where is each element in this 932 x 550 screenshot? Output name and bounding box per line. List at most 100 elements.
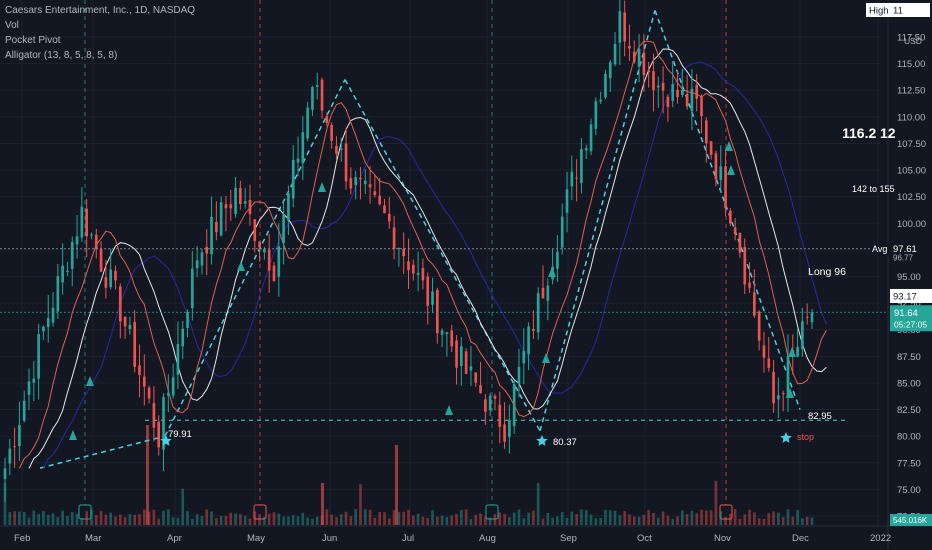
candle[interactable] [469,366,473,371]
candle[interactable] [296,158,300,163]
candle[interactable] [142,376,146,387]
candle[interactable] [42,326,45,332]
candle[interactable] [536,293,540,333]
candle[interactable] [498,404,502,427]
candle[interactable] [248,200,252,215]
legend-pocket-pivot[interactable]: Pocket Pivot [5,35,61,46]
candle[interactable] [560,216,564,248]
candle[interactable] [243,201,247,204]
candle[interactable] [613,43,617,65]
candle[interactable] [99,248,103,272]
candle[interactable] [171,377,175,396]
candle[interactable] [277,246,281,277]
candle[interactable] [320,79,324,111]
candle[interactable] [757,311,761,341]
candle[interactable] [503,424,506,442]
candle[interactable] [426,276,430,306]
candle[interactable] [133,321,137,367]
candle[interactable] [599,99,602,102]
candle[interactable] [589,124,593,152]
candle[interactable] [652,71,655,91]
legend-alligator[interactable]: Alligator (13, 8, 5, 8, 5, 8) [5,50,118,61]
candle[interactable] [772,371,775,404]
candle[interactable] [195,260,199,269]
candle[interactable] [762,345,766,358]
candle[interactable] [138,365,141,376]
candle[interactable] [479,385,482,394]
legend-volume[interactable]: Vol [5,20,19,31]
candle[interactable] [330,125,333,141]
candles[interactable] [3,0,814,502]
candle[interactable] [671,84,675,101]
candle[interactable] [637,48,641,67]
candle[interactable] [632,51,636,62]
candle[interactable] [440,330,444,335]
candle[interactable] [176,344,180,375]
candle[interactable] [565,189,569,213]
candle[interactable] [532,329,535,331]
candle[interactable] [301,132,305,164]
candle[interactable] [186,312,189,328]
candle[interactable] [748,282,751,288]
candle[interactable] [22,400,26,421]
candle[interactable] [753,292,756,316]
candle[interactable] [493,395,497,399]
candle[interactable] [272,265,276,282]
candle[interactable] [152,403,156,428]
candle[interactable] [56,276,60,312]
candle[interactable] [282,214,285,244]
candle[interactable] [733,227,737,234]
candle[interactable] [80,206,84,238]
candle[interactable] [339,148,343,150]
candle[interactable] [109,269,112,288]
candle[interactable] [378,195,381,205]
candle[interactable] [258,241,261,248]
candle[interactable] [594,101,598,129]
candle[interactable] [680,90,684,96]
candle[interactable] [335,145,338,154]
candle[interactable] [191,268,194,309]
candle[interactable] [700,96,703,117]
candle[interactable] [488,395,492,411]
candle[interactable] [685,93,689,107]
candle[interactable] [359,177,362,180]
candle[interactable] [229,204,233,209]
candle[interactable] [411,264,415,274]
candle[interactable] [70,241,74,269]
candle[interactable] [464,351,468,374]
candle[interactable] [714,153,718,180]
candle[interactable] [325,115,329,123]
candle[interactable] [94,234,98,249]
candle[interactable] [407,261,410,271]
candle[interactable] [90,234,93,236]
candle[interactable] [205,246,209,254]
candle[interactable] [556,251,559,269]
candle[interactable] [786,356,790,398]
candle[interactable] [661,82,665,91]
candle[interactable] [656,85,660,88]
candle[interactable] [527,326,530,355]
candle[interactable] [522,350,526,364]
candle[interactable] [397,247,401,249]
legend-symbol[interactable]: Caesars Entertainment, Inc., 1D, NASDAQ [5,5,196,16]
candle[interactable] [118,286,122,322]
candle[interactable] [239,188,242,205]
candle[interactable] [705,120,708,144]
candle[interactable] [455,340,458,368]
candle[interactable] [224,204,228,209]
candle[interactable] [801,321,804,349]
candle[interactable] [402,248,406,257]
candle[interactable] [18,424,21,447]
candle[interactable] [306,107,309,139]
candle[interactable] [253,219,257,241]
candle[interactable] [200,252,204,266]
candle[interactable] [315,85,319,88]
candle[interactable] [517,366,521,384]
candle[interactable] [810,312,814,323]
candle[interactable] [85,208,88,237]
candle[interactable] [3,468,7,480]
candle[interactable] [66,270,69,272]
candle[interactable] [666,96,670,107]
candle[interactable] [805,316,809,318]
